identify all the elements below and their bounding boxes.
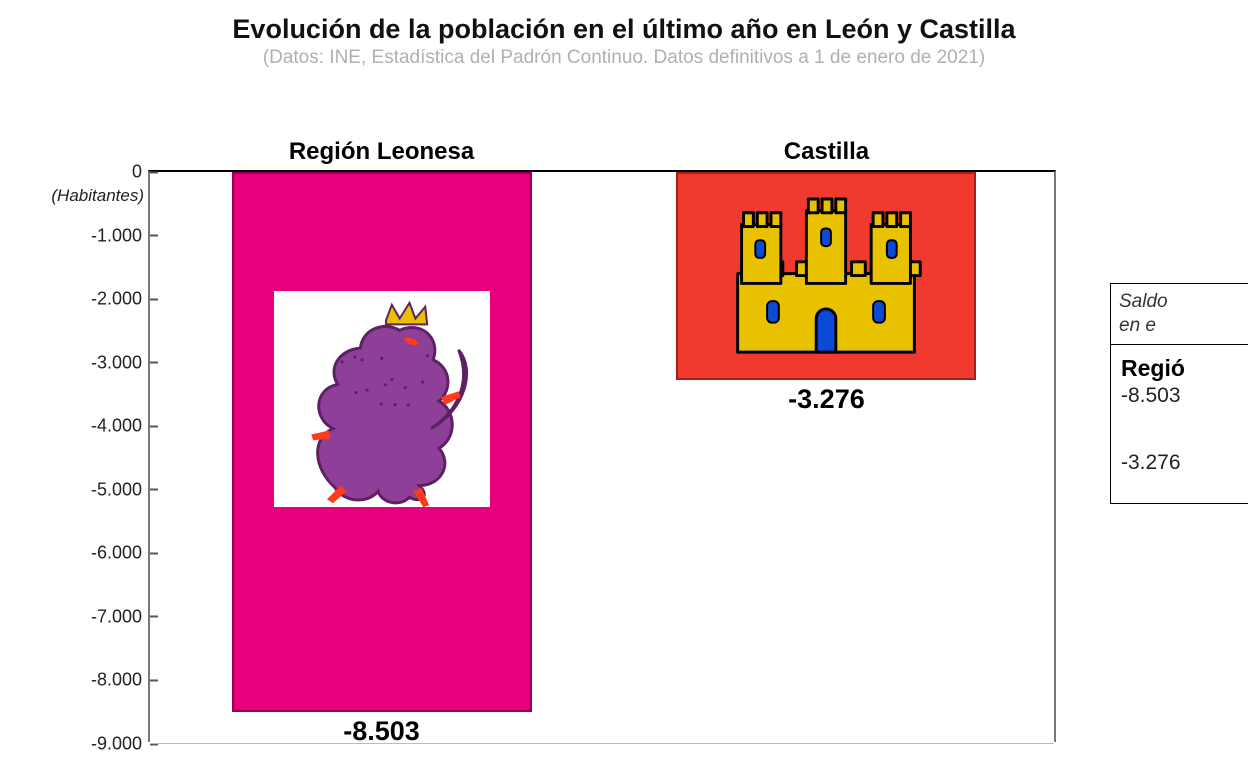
chart-subtitle: (Datos: INE, Estadística del Padrón Cont… <box>0 47 1248 69</box>
y-axis-unit-label: (Habitantes) <box>51 186 150 206</box>
bar-leon: Región Leonesa-8.503 <box>232 172 532 712</box>
plot-area: 0-1.000-2.000-3.000-4.000-5.000-6.000-7.… <box>148 170 1056 742</box>
y-tick: -1.000 <box>91 225 150 246</box>
y-tick: 0 <box>132 162 150 183</box>
bar-value-castilla: -3.276 <box>788 384 865 415</box>
side-region-1: C <box>1121 422 1248 449</box>
y-tick: -3.000 <box>91 352 150 373</box>
y-tick: -9.000 <box>91 734 150 755</box>
y-tick: -8.000 <box>91 670 150 691</box>
bar-label-castilla: Castilla <box>784 138 869 166</box>
bar-label-leon: Región Leonesa <box>289 138 474 166</box>
side-value-0: -8.503 <box>1121 384 1248 408</box>
castle-icon <box>718 182 934 365</box>
bar-value-leon: -8.503 <box>343 716 420 747</box>
title-block: Evolución de la población en el último a… <box>0 0 1248 69</box>
side-panel-header: Saldo en e <box>1110 283 1248 345</box>
side-header-line2: en e <box>1119 315 1156 336</box>
y-tick: -7.000 <box>91 606 150 627</box>
side-panel-body: Regió-8.503 C-3.276 <box>1110 345 1248 504</box>
side-summary-panel: Saldo en e Regió-8.503 C-3.276 <box>1110 283 1248 504</box>
chart-title: Evolución de la población en el último a… <box>0 14 1248 45</box>
y-tick: -5.000 <box>91 479 150 500</box>
side-value-1: -3.276 <box>1121 451 1248 475</box>
y-tick: -2.000 <box>91 289 150 310</box>
y-tick: -6.000 <box>91 543 150 564</box>
y-tick: -4.000 <box>91 416 150 437</box>
side-header-line1: Saldo <box>1119 291 1168 312</box>
bar-castilla: Castilla-3.276 <box>676 172 976 380</box>
side-region-0: Regió <box>1121 355 1248 382</box>
lion-icon <box>274 291 490 507</box>
